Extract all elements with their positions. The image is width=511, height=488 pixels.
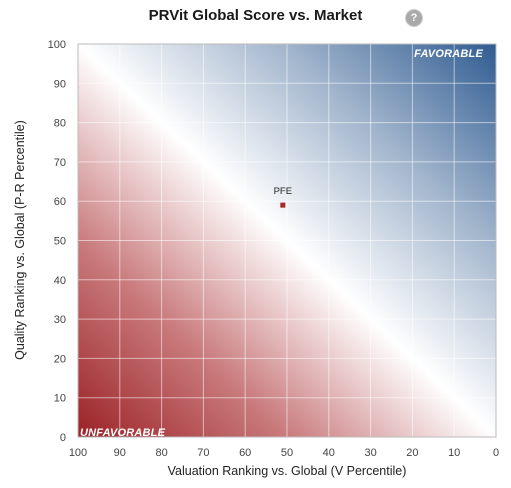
y-tick-label: 40 xyxy=(54,275,66,287)
x-tick-label: 100 xyxy=(69,447,87,459)
plot-border xyxy=(77,43,497,438)
y-tick-label: 80 xyxy=(54,118,66,130)
favorable-label: FAVORABLE xyxy=(414,48,483,60)
x-axis-label: Valuation Ranking vs. Global (V Percenti… xyxy=(168,464,407,478)
x-tick-label: 80 xyxy=(155,447,167,459)
chart-title: PRVit Global Score vs. Market xyxy=(148,7,363,24)
x-tick-label: 40 xyxy=(323,447,335,459)
x-tick-label: 90 xyxy=(114,447,126,459)
y-tick-label: 60 xyxy=(54,196,66,208)
y-tick-label: 0 xyxy=(60,432,66,444)
y-tick-label: 10 xyxy=(54,393,66,405)
x-tick-label: 20 xyxy=(406,447,418,459)
y-tick-label: 90 xyxy=(54,78,66,90)
y-tick-label: 30 xyxy=(54,314,66,326)
x-tick-label: 30 xyxy=(364,447,376,459)
data-point-label: PFE xyxy=(274,186,292,197)
x-tick-label: 50 xyxy=(281,447,293,459)
unfavorable-label: UNFAVORABLE xyxy=(80,427,166,439)
x-tick-label: 60 xyxy=(239,447,251,459)
help-icon[interactable]: ? xyxy=(406,10,422,26)
x-tick-label: 70 xyxy=(197,447,209,459)
y-tick-label: 20 xyxy=(54,353,66,365)
x-tick-label: 10 xyxy=(448,447,460,459)
y-tick-label: 50 xyxy=(54,236,66,248)
data-point-marker[interactable] xyxy=(280,202,286,208)
x-tick-label: 0 xyxy=(493,447,499,459)
y-axis-label: Quality Ranking vs. Global (P-R Percenti… xyxy=(13,120,27,360)
x-axis-ticks: 100 90 80 70 60 50 40 30 20 10 0 xyxy=(69,447,499,459)
y-axis-ticks: 0 10 20 30 40 50 60 70 80 90 100 xyxy=(48,39,66,444)
y-tick-label: 100 xyxy=(48,39,66,51)
data-points: PFE xyxy=(274,186,292,208)
y-tick-label: 70 xyxy=(54,157,66,169)
